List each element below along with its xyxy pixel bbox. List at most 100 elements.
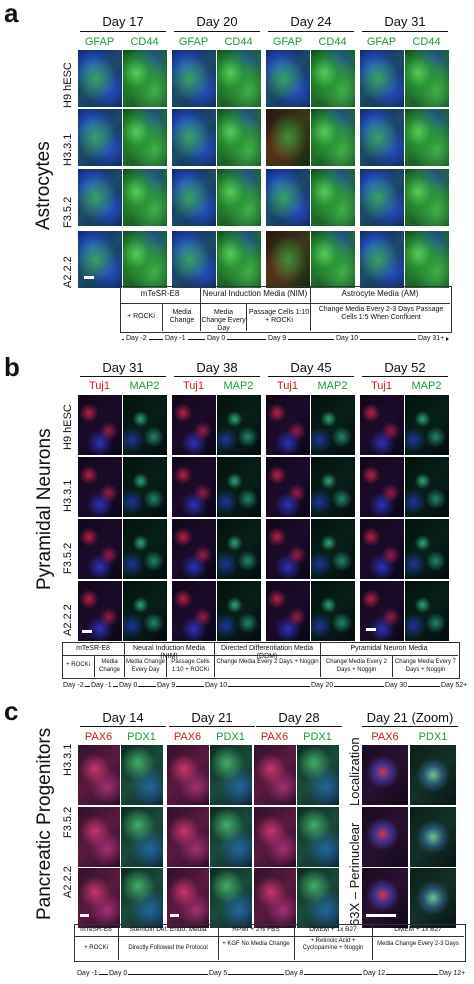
panel-c-row-2-label: F3.5.2 — [62, 806, 74, 838]
micrograph-b-r4-c3 — [172, 581, 216, 641]
micrograph-c-zoom-r3-pax6 — [362, 868, 408, 928]
micrograph-b-r2-c3 — [172, 457, 216, 517]
panel-a-step-4: Passage Cells 1:10 + ROCKi — [248, 309, 310, 324]
panel-b-side-label: Pyramidal Neurons — [34, 428, 55, 590]
panel-b-stain-map2-2: MAP2 — [223, 380, 254, 392]
panel-b-tick-5: Day 10 — [204, 682, 229, 689]
micrograph-c-r1-c1 — [78, 745, 120, 805]
panel-c-step-4: + Retinoic Acid + Cyclopamine + Noggin — [302, 938, 364, 951]
panel-a-media-1: mTeSR-E8 — [140, 289, 180, 298]
micrograph-c-r1-c5 — [254, 745, 296, 805]
panel-c-step-1: + ROCKi — [84, 945, 108, 951]
panel-c-scale-bar-1 — [80, 914, 89, 917]
panel-b-tick-4: Day 9 — [156, 682, 177, 689]
panel-c-stain-pdx1-1: PDX1 — [127, 731, 156, 743]
panel-c-stain-pax6-1: PAX6 — [84, 731, 113, 743]
panel-a-day-3-line — [268, 31, 354, 32]
panel-b-timeline-sep-3 — [166, 655, 167, 677]
panel-c-row-3-label: A2.2.2 — [62, 866, 74, 898]
panel-b-day-1: Day 31 — [102, 360, 144, 375]
panel-b-scale-bar-2 — [366, 628, 376, 631]
panel-a-step-5: Change Media Every 2-3 Days Passage Cell… — [318, 306, 444, 321]
micrograph-b-r1-c7 — [360, 395, 404, 455]
micrograph-a-r2-c2 — [123, 109, 167, 166]
micrograph-c-r3-c4 — [210, 868, 252, 928]
micrograph-b-r1-c2 — [123, 395, 167, 455]
panel-a-stain-gfap-3: GFAP — [272, 36, 303, 48]
micrograph-b-r4-c4 — [217, 581, 261, 641]
panel-b-media-2: Neural Induction Media (NIM) — [133, 645, 205, 660]
panel-c-tick-1: Day -1 — [76, 970, 99, 977]
micrograph-b-r3-c4 — [217, 519, 261, 579]
micrograph-b-r1-c1 — [78, 395, 122, 455]
panel-c-media-4: DMEM + 1x B27 — [309, 926, 357, 933]
panel-c-timeline-box — [74, 924, 466, 962]
micrograph-b-r4-c7 — [360, 581, 404, 641]
panel-b-step-1: + ROCKi — [66, 662, 90, 668]
panel-b-row-3-label: F3.5.2 — [62, 542, 74, 574]
panel-c-step-5: Media Change Every 2-3 Days — [377, 941, 459, 947]
panel-a-tick-1: Day -2 — [124, 335, 149, 342]
panel-c: c Pancreatic Progenitors Day 14 Day 21 D… — [0, 696, 474, 984]
panel-b-media-1: mTeSR-E8 — [76, 645, 110, 652]
panel-a-step-2: Media Change — [169, 309, 195, 324]
panel-a-timeline-sep-4 — [310, 286, 311, 331]
panel-b-day-4-line — [362, 376, 448, 377]
micrograph-b-r2-c2 — [123, 457, 167, 517]
panel-c-stain-pdx1-4: PDX1 — [418, 731, 448, 743]
panel-a-timeline-hline — [120, 303, 450, 304]
micrograph-c-zoom-r1-pax6 — [362, 745, 408, 805]
micrograph-a-r3-c3 — [172, 169, 216, 226]
panel-b-step-7: Change Media Every 7 Days + Noggin — [394, 659, 457, 673]
panel-c-stain-pdx1-3: PDX1 — [303, 731, 332, 743]
micrograph-a-r3-c6 — [311, 169, 355, 226]
panel-b-day-2: Day 38 — [196, 360, 238, 375]
panel-c-tick-5: Day 12 — [362, 970, 387, 977]
micrograph-c-r2-c5 — [254, 807, 296, 867]
panel-c-timeline-sep-2 — [218, 924, 219, 960]
panel-a-timeline-sep-3 — [246, 303, 247, 331]
micrograph-c-r2-c2 — [121, 807, 163, 867]
micrograph-b-r2-c7 — [360, 457, 404, 517]
panel-b-row-2-label: H3.3.1 — [62, 479, 74, 512]
panel-a-row-3-label: F3.5.2 — [62, 196, 74, 228]
micrograph-a-r1-c1 — [78, 50, 122, 107]
panel-b-step-5: Change Media Every 2 Days + Noggin — [216, 659, 319, 665]
panel-c-day-2-line — [169, 726, 255, 727]
micrograph-b-r3-c1 — [78, 519, 122, 579]
panel-a-stain-cd44-4: CD44 — [412, 36, 441, 48]
micrograph-c-r2-c6 — [297, 807, 339, 867]
panel-a-media-2: Neural Induction Media (NIM) — [202, 289, 308, 298]
panel-b-tick-8: Day 52+ — [440, 682, 469, 689]
panel-b-media-4: Pyramidal Neuron Media — [350, 645, 428, 652]
panel-c-tick-3: Day 5 — [208, 970, 229, 977]
panel-a-stain-cd44-1: CD44 — [130, 36, 159, 48]
micrograph-a-r1-c8 — [405, 50, 449, 107]
micrograph-c-r1-c4 — [210, 745, 252, 805]
panel-a: a Astrocytes Day 17 Day 20 Day 24 Day 31… — [0, 0, 474, 365]
micrograph-a-r3-c8 — [405, 169, 449, 226]
panel-c-media-2: StemDiff Def. Endo. Media — [129, 926, 207, 933]
micrograph-b-r2-c4 — [217, 457, 261, 517]
panel-b-timeline-sep-6 — [392, 655, 393, 677]
micrograph-b-r2-c6 — [311, 457, 355, 517]
panel-b-timeline-sep-4 — [214, 642, 215, 677]
panel-b-stain-tuj1-2: Tuj1 — [183, 380, 204, 392]
micrograph-c-r3-c2 — [121, 868, 163, 928]
panel-a-side-label: Astrocytes — [33, 141, 54, 230]
panel-b-stain-tuj1-4: Tuj1 — [371, 380, 392, 392]
micrograph-c-r3-c1 — [78, 868, 120, 928]
panel-a-day-4: Day 31 — [384, 14, 426, 29]
micrograph-c-zoom-r3-pdx1 — [410, 868, 456, 928]
panel-b-timeline-sep-1 — [94, 655, 95, 677]
panel-b-tick-7: Day 30 — [384, 682, 409, 689]
micrograph-a-r3-c2 — [123, 169, 167, 226]
panel-c-zoom-label-2: 63X – Perinuclear — [347, 822, 362, 926]
panel-c-timeline-hline — [74, 936, 464, 937]
micrograph-b-r3-c8 — [405, 519, 449, 579]
micrograph-a-r2-c6 — [311, 109, 355, 166]
panel-c-tick-6: Day 12+ — [438, 970, 467, 977]
panel-a-timeline-box — [120, 286, 452, 333]
panel-c-label: c — [4, 696, 19, 726]
panel-b-step-2: Media Change — [98, 659, 121, 673]
